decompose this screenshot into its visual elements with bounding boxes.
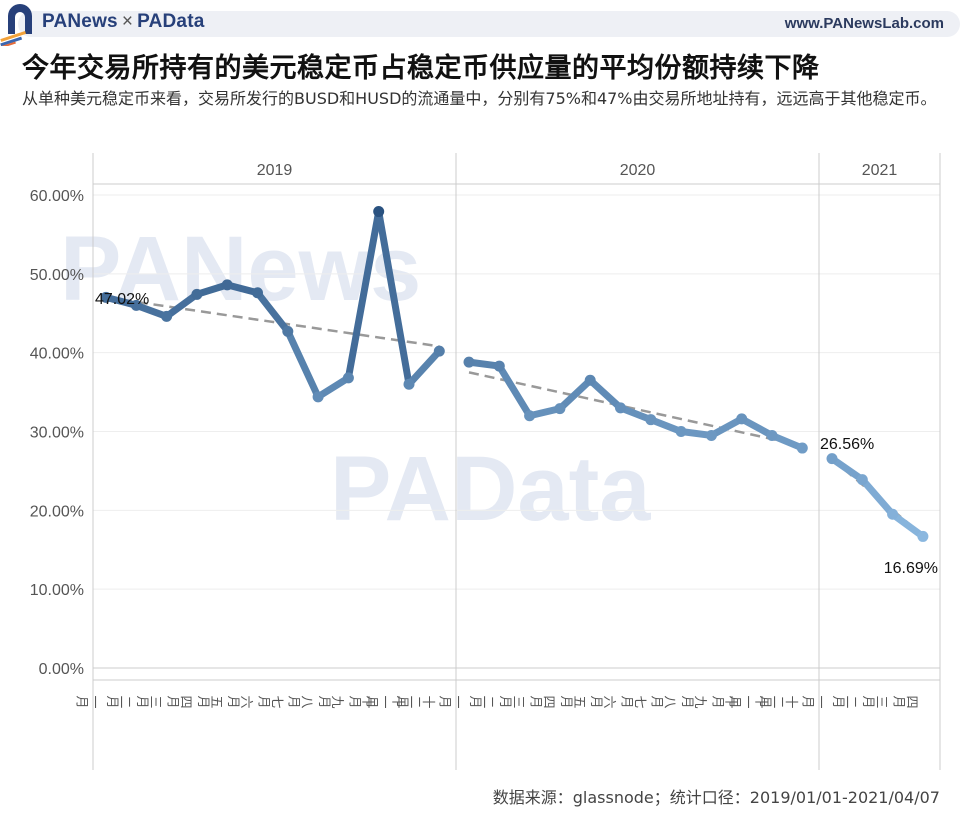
- x-tick-label: 十二月: [758, 693, 798, 709]
- data-point[interactable]: [493, 360, 505, 372]
- watermark-padata: PAData: [330, 438, 651, 540]
- chart-title: 今年交易所持有的美元稳定币占稳定币供应量的平均份额持续下降: [22, 53, 820, 84]
- data-point[interactable]: [736, 413, 748, 425]
- header-bar: [18, 11, 960, 37]
- trend-line-2020: [468, 371, 803, 447]
- data-point[interactable]: [675, 426, 687, 437]
- data-point[interactable]: [282, 325, 294, 337]
- x-tick-label: 十月: [347, 693, 374, 709]
- x-tick-label: 六月: [226, 693, 253, 709]
- x-tick-label: 八月: [650, 693, 677, 709]
- data-point[interactable]: [554, 403, 566, 415]
- data-point[interactable]: [403, 378, 415, 390]
- data-point[interactable]: [584, 374, 596, 386]
- y-tick-label: 0.00%: [39, 661, 84, 678]
- data-point[interactable]: [252, 287, 263, 299]
- x-tick-label: 六月: [589, 693, 616, 709]
- series-segment: [556, 376, 594, 413]
- y-tick-label: 50.00%: [30, 267, 84, 284]
- series-segment: [375, 208, 413, 388]
- data-point[interactable]: [433, 345, 445, 357]
- x-tick-label: 九月: [317, 693, 344, 709]
- data-point[interactable]: [826, 453, 838, 465]
- x-tick-label: 三月: [135, 693, 162, 709]
- data-point[interactable]: [342, 372, 354, 384]
- series-segment: [858, 476, 897, 518]
- series-segment: [163, 290, 201, 320]
- data-point[interactable]: [100, 291, 112, 303]
- data-point[interactable]: [130, 299, 142, 311]
- x-tick-label: 一月: [438, 693, 465, 709]
- brand-padata: PAData: [137, 11, 205, 32]
- brand-title: PANews × PAData: [42, 11, 205, 33]
- x-tick-label: 十一月: [365, 693, 405, 709]
- series-segment: [284, 327, 322, 401]
- x-tick-label: 七月: [619, 693, 646, 709]
- data-point[interactable]: [887, 508, 899, 520]
- series-segment: [707, 415, 746, 439]
- series-segment: [405, 347, 443, 388]
- data-point[interactable]: [766, 429, 778, 441]
- x-tick-label: 三月: [498, 693, 525, 709]
- data-label: 26.56%: [820, 436, 874, 453]
- x-tick-label: 七月: [256, 693, 283, 709]
- data-label: 16.69%: [884, 560, 938, 577]
- x-tick-label: 一月: [801, 693, 828, 709]
- x-tick-label: 二月: [831, 693, 858, 709]
- data-point[interactable]: [191, 288, 203, 300]
- y-tick-label: 10.00%: [30, 582, 84, 599]
- data-label: 47.02%: [95, 291, 149, 308]
- series-segment: [889, 510, 927, 540]
- brand-panews: PANews: [42, 11, 118, 32]
- series-segment: [828, 455, 866, 484]
- series-segment: [495, 362, 534, 420]
- x-tick-label: 三月: [861, 693, 888, 709]
- series-segment: [314, 374, 352, 401]
- series-segment: [586, 376, 624, 412]
- x-tick-label: 五月: [196, 693, 223, 709]
- data-source-note: 数据来源：glassnode；统计口径：2019/01/01-2021/04/0…: [492, 788, 940, 807]
- data-point[interactable]: [463, 356, 475, 368]
- x-tick-label: 一月: [75, 693, 102, 709]
- y-tick-label: 30.00%: [30, 425, 84, 442]
- data-point[interactable]: [221, 279, 233, 291]
- x-tick-label: 八月: [287, 693, 314, 709]
- brand-separator: ×: [121, 11, 134, 32]
- x-tick-label: 十二月: [395, 693, 435, 709]
- year-header-2021: 2021: [862, 162, 898, 179]
- trend-line-2019: [105, 296, 440, 348]
- site-url: www.PANewsLab.com: [784, 15, 944, 32]
- x-tick-label: 二月: [105, 693, 132, 709]
- y-tick-label: 40.00%: [30, 346, 84, 363]
- data-point[interactable]: [645, 414, 657, 426]
- x-tick-label: 四月: [891, 693, 918, 709]
- series-segment: [738, 415, 776, 439]
- data-point[interactable]: [705, 429, 717, 441]
- panews-logo-icon: [0, 4, 32, 46]
- y-tick-label: 60.00%: [30, 188, 84, 205]
- series-segment: [344, 208, 383, 382]
- data-point[interactable]: [917, 530, 929, 542]
- x-tick-label: 四月: [528, 693, 555, 709]
- y-tick-label: 20.00%: [30, 503, 84, 520]
- data-point[interactable]: [373, 206, 385, 218]
- data-point[interactable]: [615, 402, 626, 414]
- data-point[interactable]: [524, 410, 536, 422]
- x-tick-label: 四月: [165, 693, 192, 709]
- x-tick-label: 九月: [680, 693, 707, 709]
- data-point[interactable]: [161, 310, 173, 322]
- data-point[interactable]: [312, 391, 324, 403]
- chart-subtitle: 从单种美元稳定币来看，交易所发行的BUSD和HUSD的流通量中，分别有75%和4…: [22, 89, 937, 108]
- year-header-2020: 2020: [620, 162, 656, 179]
- x-tick-label: 二月: [468, 693, 495, 709]
- x-tick-label: 十月: [710, 693, 737, 709]
- x-tick-label: 五月: [559, 693, 586, 709]
- data-point[interactable]: [856, 474, 868, 486]
- x-tick-label: 十一月: [728, 693, 768, 709]
- data-point[interactable]: [796, 442, 808, 454]
- year-header-2019: 2019: [257, 162, 293, 179]
- series-segment: [254, 289, 292, 335]
